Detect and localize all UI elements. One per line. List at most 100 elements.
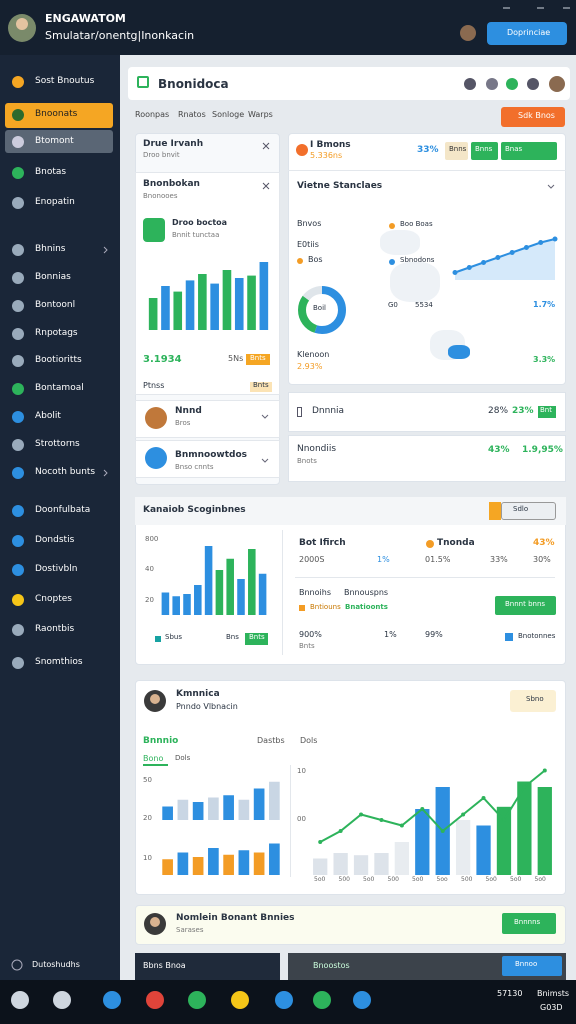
divider (288, 170, 566, 171)
link[interactable]: Bnotonnes (518, 632, 556, 640)
x-label: 5o0 (314, 876, 326, 883)
button-label[interactable]: Sdlo (513, 505, 529, 513)
tab[interactable]: Roonpas (135, 110, 170, 119)
nav-item[interactable]: Bontoonl (35, 300, 76, 310)
badge-label: Bnt (540, 406, 552, 414)
nav-item[interactable]: Bnoonats (35, 109, 78, 119)
button-label[interactable]: Bnas (505, 145, 523, 153)
bottom-label: Bnoostos (313, 961, 350, 970)
foot-percent: 1% (384, 630, 397, 639)
bottom-left (135, 953, 280, 980)
y-label: 10 (297, 767, 306, 775)
tab[interactable]: Dols (300, 736, 318, 745)
button-label[interactable]: Bnnnt bnns (505, 600, 546, 608)
button-label[interactable]: Bnns (449, 145, 467, 153)
person-role: Pnndo Vlbnacin (176, 702, 238, 711)
metric-value: 33% (490, 555, 508, 564)
tab[interactable]: Sonloge (212, 110, 245, 119)
nav-item[interactable]: Bonnias (35, 272, 71, 282)
logo (137, 76, 149, 88)
nav-item[interactable]: Btomont (35, 136, 74, 146)
stat-label: Bnvos (297, 219, 322, 228)
item-title: Droo boctoa (172, 218, 228, 227)
nav-item[interactable]: Bontamoal (35, 383, 84, 393)
nav-footer[interactable]: Dutoshudhs (32, 960, 80, 969)
legend-swatch (155, 636, 161, 642)
tab[interactable]: Warps (248, 110, 273, 119)
tab[interactable]: Dastbs (257, 736, 285, 745)
list-title[interactable]: Nnnd (175, 406, 202, 416)
nav-item[interactable]: Bootioritts (35, 355, 82, 365)
y-label: 20 (145, 596, 154, 604)
nav-item[interactable]: Dondstis (35, 535, 75, 545)
card-button[interactable] (501, 502, 556, 520)
nav-item[interactable]: Dostivbln (35, 564, 78, 574)
stat-label: E0tiis (297, 240, 319, 249)
button-label[interactable]: Bnns (475, 145, 493, 153)
nav-item[interactable]: Nocoth bunts (35, 467, 96, 477)
stat-label: Bos (308, 255, 323, 264)
subsection: Bono (143, 754, 164, 763)
stat-label: 2.93% (297, 362, 323, 371)
nav-selected[interactable] (5, 130, 113, 153)
stat-button[interactable] (471, 142, 498, 160)
notice-card (135, 905, 566, 945)
stat-row (288, 435, 566, 482)
button-label[interactable]: Sbno (526, 695, 544, 703)
card-button[interactable] (510, 690, 556, 712)
percent: 1.7% (533, 300, 556, 309)
divider (295, 577, 555, 578)
tag: Bnatioonts (345, 603, 388, 611)
nav-item[interactable]: Bnotas (35, 167, 67, 177)
row-title: Dnnnia (312, 406, 345, 416)
activity-card (135, 680, 566, 895)
map-region (448, 345, 470, 359)
tab[interactable]: Rnatos (178, 110, 206, 119)
y-label: 10 (143, 854, 152, 862)
stat-label: Klenoon (297, 350, 330, 359)
action-button[interactable] (501, 107, 565, 127)
bottom-button[interactable] (502, 956, 562, 976)
row-button[interactable] (495, 596, 556, 615)
row-percent: 43% (488, 445, 510, 455)
button-label[interactable]: Doprinciae (507, 28, 551, 37)
nav-item[interactable]: Abolit (35, 411, 61, 421)
nav-item[interactable]: Strottorns (35, 439, 80, 449)
metric-value: 2000S (299, 555, 325, 564)
metric-value: 01.5% (425, 555, 451, 564)
page-title: Bnonidoca (158, 77, 229, 91)
percent: 3.3% (533, 355, 556, 364)
clock: 57130 (497, 989, 523, 998)
link-icon (505, 633, 513, 641)
metric-name: Tnonda (437, 538, 475, 548)
nav-item[interactable]: Raontbis (35, 624, 75, 634)
nav-item[interactable]: Bhnins (35, 244, 66, 254)
clock-label: Bnimsts (537, 989, 570, 998)
notice-subtitle: Sarases (176, 926, 204, 934)
x-label: 5o0 (510, 876, 522, 883)
y-label: 800 (145, 535, 159, 543)
row-title: Nnondiis (297, 444, 337, 454)
stat-button[interactable] (501, 142, 557, 160)
button-label[interactable]: Bnnnns (514, 918, 541, 926)
list-title[interactable]: Bnmnoowtdos (175, 450, 248, 460)
nav-item[interactable]: Enopatin (35, 197, 75, 207)
nav-item[interactable]: Doonfulbata (35, 505, 91, 515)
legend-swatch (299, 605, 305, 611)
nav-item[interactable]: Cnoptes (35, 594, 72, 604)
bottom-label[interactable]: Bbns Bnoa (143, 961, 186, 970)
y-label: 20 (143, 814, 152, 822)
stat-button[interactable] (445, 142, 468, 160)
list-item[interactable] (135, 400, 280, 438)
sidebar (0, 55, 120, 980)
button-label[interactable]: Bnnoo (515, 960, 538, 968)
nav-item[interactable]: Sost Bnoutus (35, 76, 95, 86)
panel-subtitle: Bnonooes (143, 192, 178, 200)
button-label[interactable]: Sdk Bnos (518, 111, 555, 120)
nav-item[interactable]: Snomthios (35, 657, 83, 667)
y-label: 00 (297, 815, 306, 823)
nav-item[interactable]: Rnpotags (35, 328, 78, 338)
notice-button[interactable] (502, 913, 556, 934)
header-button[interactable] (487, 22, 567, 45)
badge (250, 382, 272, 392)
